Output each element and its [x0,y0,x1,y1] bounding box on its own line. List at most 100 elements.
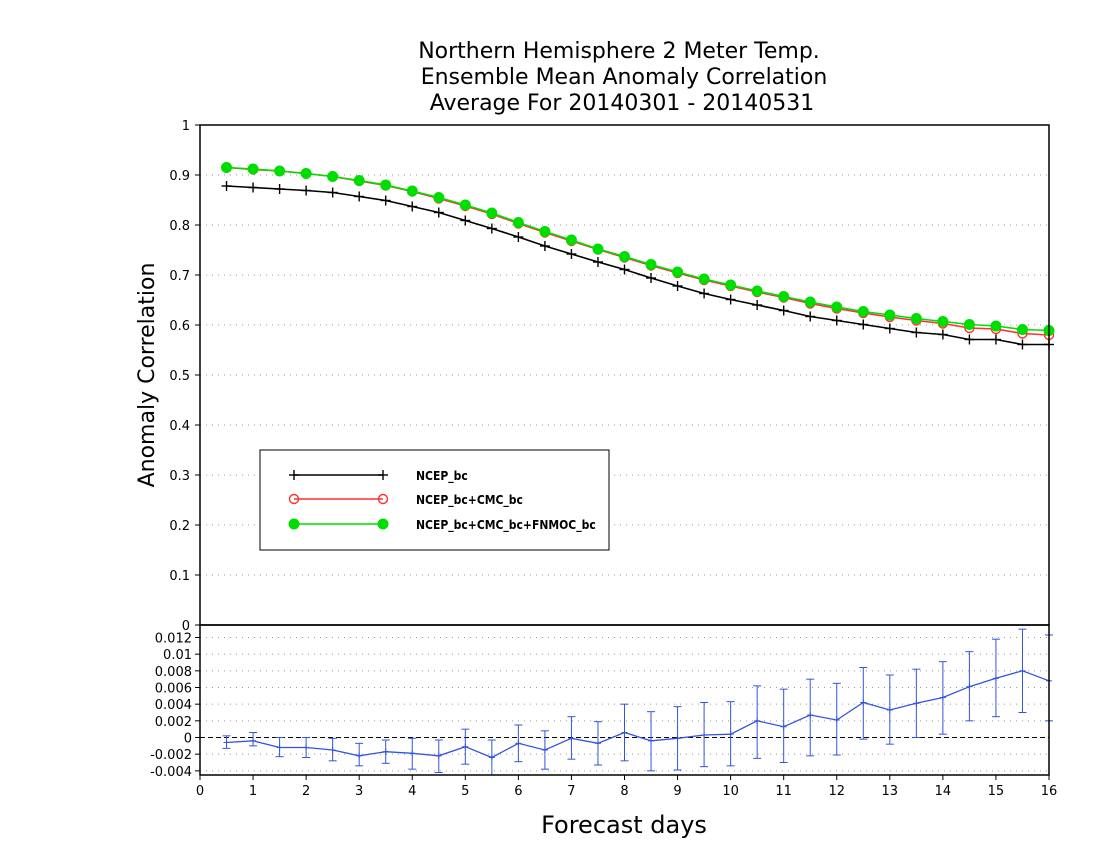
filled-circle-marker [672,266,684,278]
difference-point [356,752,363,759]
plus-marker [752,300,763,310]
bottom-plot-panel: -0.004-0.00200.0020.0040.0060.0080.010.0… [150,624,1058,799]
legend-open-circle [288,493,300,505]
legend-entry-2: NCEP_bc+CMC_bc [288,493,523,508]
x-tick-label: 8 [620,784,628,799]
plus-marker [486,223,497,234]
bottom-series-group [222,628,1053,776]
top-y-tick-label: 0.3 [169,469,190,484]
x-tick-label: 2 [302,784,310,799]
plus-marker [884,323,895,334]
bottom-y-tick-label: 0.004 [155,698,192,713]
x-tick-label: 11 [775,784,792,799]
plus-marker [513,232,524,242]
plus-marker [699,288,710,299]
plus-marker [964,334,975,345]
difference-point [648,737,655,744]
plus-marker [990,334,1001,345]
filled-circle-marker [300,168,312,179]
x-axis-label: Forecast days [541,811,707,839]
filled-circle-marker [353,175,365,186]
filled-circle-marker [937,316,949,327]
filled-circle-marker [804,296,816,308]
legend-filled-circle [288,518,300,530]
difference-point [886,707,893,713]
x-tick-label: 16 [1041,784,1058,799]
x-tick-label: 14 [935,784,952,799]
plus-marker [1017,339,1028,350]
top-y-tick-label: 0.7 [169,269,190,284]
bottom-y-tick-label: -0.004 [150,765,192,780]
filled-circle-marker [725,279,737,291]
difference-point [939,694,946,701]
difference-point [435,752,442,759]
plus-marker [327,187,338,198]
plus-marker [778,305,789,316]
legend-open-circle [377,493,389,505]
difference-point [594,740,601,747]
filled-circle-marker [380,179,392,191]
filled-circle-marker [698,273,710,285]
filled-circle-marker [857,306,869,317]
plus-marker [301,185,312,196]
plus-marker [566,249,577,259]
difference-point [1019,667,1026,674]
filled-circle-marker [751,285,763,297]
filled-circle-marker [327,171,339,182]
bottom-y-tick-label: 0 [184,732,192,747]
filled-circle-marker [274,165,286,177]
difference-line [226,670,1050,759]
top-y-tick-label: 0 [182,619,190,634]
top-y-tick-label: 0.1 [169,569,190,584]
plus-marker [858,319,869,330]
filled-circle-marker [565,234,577,246]
difference-point [621,729,628,736]
filled-circle-marker [433,192,445,203]
plus-marker [407,201,418,212]
legend-box [259,449,610,551]
chart-title: Northern Hemisphere 2 Meter Temp. Ensemb… [418,39,827,116]
plus-marker [937,329,948,340]
filled-circle-marker [512,217,524,228]
bottom-y-tick-label: 0.002 [155,715,192,730]
top-y-ticks: 0 0.1 0.2 0.3 0.4 0.5 0.6 0.7 0.8 0.9 1 [169,119,200,634]
plus-marker [805,311,816,322]
plus-marker [539,241,550,251]
difference-point [992,675,999,682]
difference-point [382,748,389,755]
filled-circle-marker [963,319,975,330]
filled-circle-marker [645,259,657,270]
difference-point [276,744,283,751]
plus-marker [460,215,471,226]
bottom-y-tick-label: 0.008 [155,665,192,680]
difference-point [860,699,867,706]
legend-filled-circle [377,518,389,530]
plus-marker [831,315,842,326]
x-tick-label: 7 [567,784,575,799]
x-tick-label: 13 [882,784,899,799]
x-tick-label: 6 [514,784,522,799]
filled-circle-marker [619,251,630,262]
top-y-tick-label: 0.4 [169,419,190,434]
filled-circle-marker [884,309,896,321]
filled-circle-marker [247,163,259,175]
plus-marker [646,273,657,283]
filled-circle-marker [539,226,551,237]
difference-point [701,732,708,738]
bottom-y-tick-label: 0.012 [155,632,192,647]
x-tick-label: 9 [673,784,681,799]
filled-circle-marker [459,199,471,211]
plus-marker [354,191,365,202]
difference-point [966,683,973,690]
difference-point [515,740,522,747]
difference-point [754,717,761,724]
x-tick-label: 5 [461,784,469,799]
legend-label: NCEP_bc+CMC_bc+FNMOC_bc [416,518,596,533]
difference-point [488,754,495,761]
filled-circle-marker [990,320,1002,332]
plus-marker [911,327,922,338]
plus-marker [592,257,603,267]
filled-circle-marker [406,185,418,197]
plus-marker [221,181,232,191]
